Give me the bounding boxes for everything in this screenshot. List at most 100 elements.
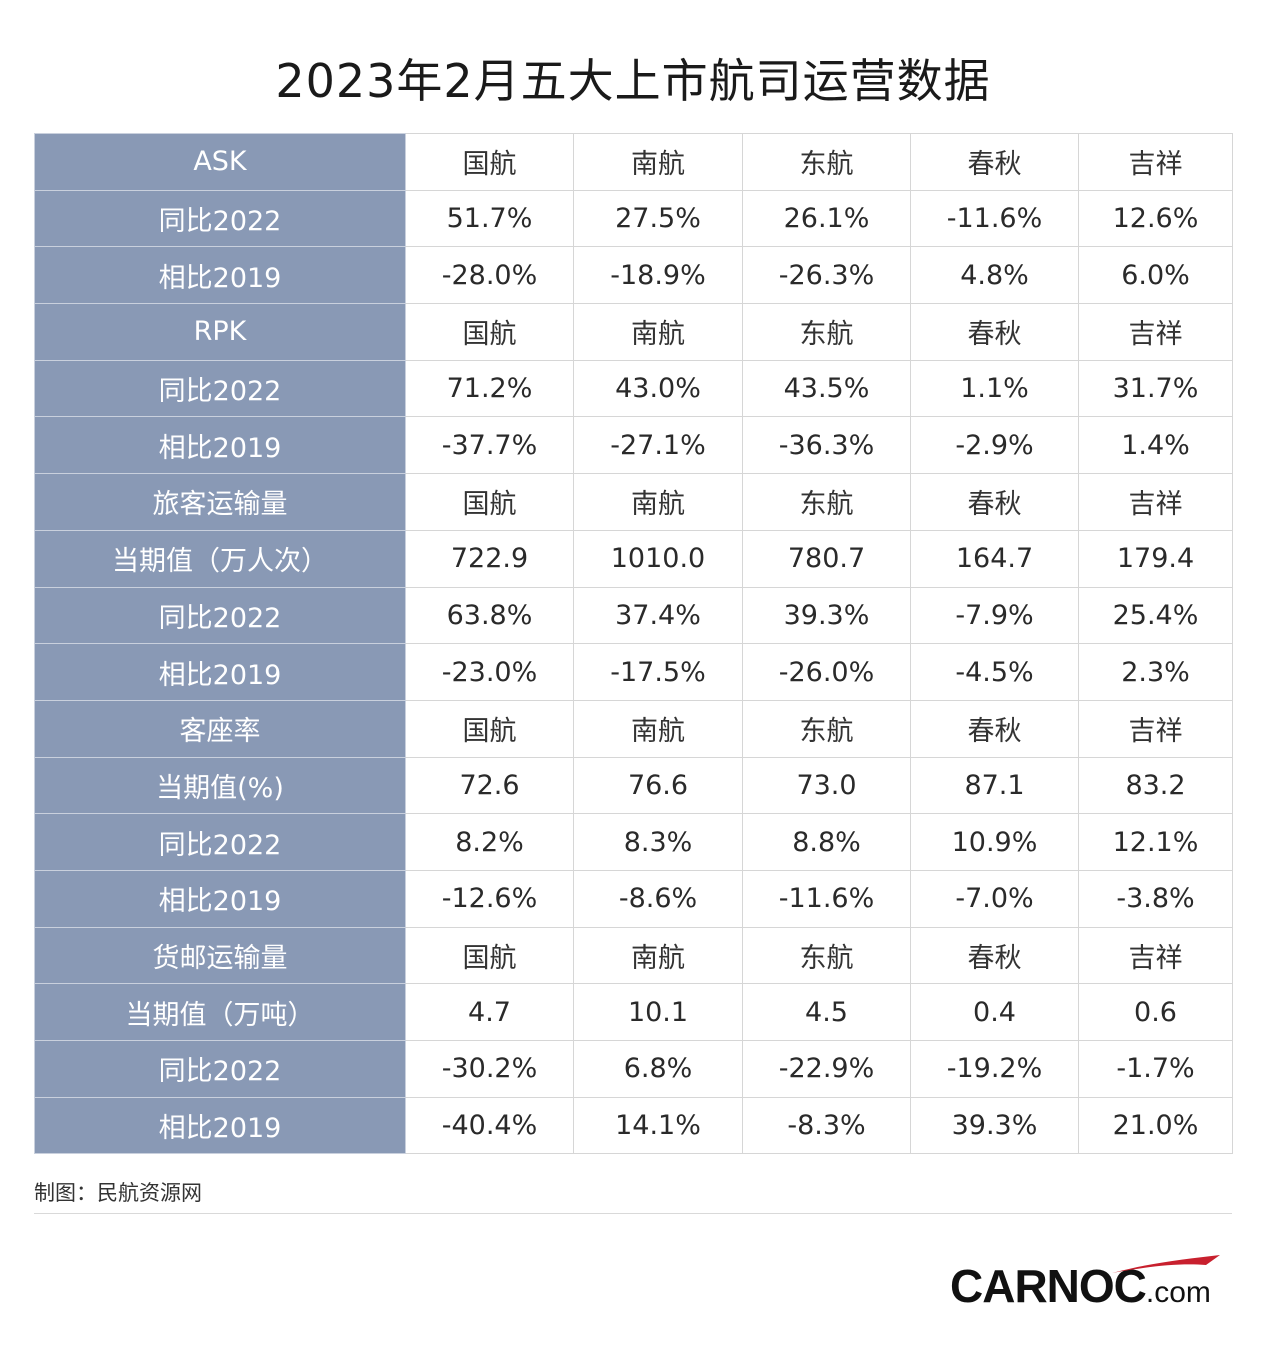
- table-row: 同比2022 63.8% 37.4% 39.3% -7.9% 25.4%: [34, 586, 1233, 645]
- value-cell: 8.3%: [573, 813, 743, 871]
- airline-header: 春秋: [910, 473, 1079, 531]
- airline-header: 东航: [742, 699, 911, 758]
- value-cell: 43.5%: [742, 359, 911, 418]
- value-cell: -1.7%: [1078, 1040, 1233, 1098]
- airline-header: 国航: [405, 473, 574, 531]
- row-label: 相比2019: [34, 246, 406, 305]
- value-cell: 87.1: [910, 756, 1079, 815]
- value-cell: 37.4%: [573, 586, 743, 645]
- airline-header: 南航: [573, 699, 743, 758]
- airline-header: 国航: [405, 133, 574, 191]
- value-cell: 0.6: [1078, 983, 1233, 1041]
- value-cell: 12.1%: [1078, 813, 1233, 871]
- value-cell: -22.9%: [742, 1040, 911, 1098]
- row-label: 同比2022: [34, 359, 406, 418]
- value-cell: 1.1%: [910, 359, 1079, 418]
- value-cell: 179.4: [1078, 529, 1233, 588]
- table-row: 相比2019 -28.0% -18.9% -26.3% 4.8% 6.0%: [34, 246, 1233, 305]
- value-cell: 6.8%: [573, 1040, 743, 1098]
- table-row: 同比2022 -30.2% 6.8% -22.9% -19.2% -1.7%: [34, 1040, 1233, 1098]
- logo-wordmark: CARNOC.com: [950, 1260, 1211, 1312]
- table-row: 相比2019 -23.0% -17.5% -26.0% -4.5% 2.3%: [34, 643, 1233, 701]
- value-cell: 83.2: [1078, 756, 1233, 815]
- value-cell: 51.7%: [405, 189, 574, 248]
- airline-header: 春秋: [910, 303, 1079, 361]
- value-cell: -40.4%: [405, 1096, 574, 1155]
- value-cell: -11.6%: [742, 869, 911, 928]
- airline-header: 东航: [742, 926, 911, 985]
- value-cell: 73.0: [742, 756, 911, 815]
- value-cell: -2.9%: [910, 416, 1079, 475]
- value-cell: 1010.0: [573, 529, 743, 588]
- value-cell: 21.0%: [1078, 1096, 1233, 1155]
- section-label: 货邮运输量: [34, 926, 406, 985]
- value-cell: -8.6%: [573, 869, 743, 928]
- table-row: 当期值(%) 72.6 76.6 73.0 87.1 83.2: [34, 756, 1233, 815]
- airline-header: 吉祥: [1078, 699, 1233, 758]
- section-header-row: 旅客运输量 国航 南航 东航 春秋 吉祥: [34, 473, 1233, 531]
- value-cell: -23.0%: [405, 643, 574, 701]
- airline-header: 吉祥: [1078, 473, 1233, 531]
- value-cell: 4.8%: [910, 246, 1079, 305]
- value-cell: 31.7%: [1078, 359, 1233, 418]
- value-cell: 6.0%: [1078, 246, 1233, 305]
- airline-header: 春秋: [910, 926, 1079, 985]
- table-row: 相比2019 -37.7% -27.1% -36.3% -2.9% 1.4%: [34, 416, 1233, 475]
- value-cell: 0.4: [910, 983, 1079, 1041]
- page-title: 2023年2月五大上市航司运营数据: [275, 54, 991, 108]
- value-cell: -30.2%: [405, 1040, 574, 1098]
- value-cell: 10.9%: [910, 813, 1079, 871]
- value-cell: 10.1: [573, 983, 743, 1041]
- row-label: 相比2019: [34, 1096, 406, 1155]
- row-label: 当期值（万吨）: [34, 983, 406, 1041]
- value-cell: -18.9%: [573, 246, 743, 305]
- value-cell: -36.3%: [742, 416, 911, 475]
- airline-header: 国航: [405, 926, 574, 985]
- value-cell: 26.1%: [742, 189, 911, 248]
- value-cell: -7.9%: [910, 586, 1079, 645]
- source-credit: 制图：民航资源网: [34, 1181, 202, 1205]
- value-cell: -26.0%: [742, 643, 911, 701]
- value-cell: 12.6%: [1078, 189, 1233, 248]
- value-cell: -26.3%: [742, 246, 911, 305]
- table-row: 相比2019 -40.4% 14.1% -8.3% 39.3% 21.0%: [34, 1096, 1233, 1155]
- value-cell: -12.6%: [405, 869, 574, 928]
- airline-header: 春秋: [910, 133, 1079, 191]
- section-label: ASK: [34, 133, 406, 191]
- row-label: 同比2022: [34, 586, 406, 645]
- value-cell: -28.0%: [405, 246, 574, 305]
- value-cell: 780.7: [742, 529, 911, 588]
- value-cell: 27.5%: [573, 189, 743, 248]
- airline-header: 南航: [573, 926, 743, 985]
- logo-swoosh-icon: [1112, 1255, 1220, 1273]
- divider: [34, 1213, 1232, 1214]
- value-cell: 76.6: [573, 756, 743, 815]
- table-row: 同比2022 71.2% 43.0% 43.5% 1.1% 31.7%: [34, 359, 1233, 418]
- value-cell: -19.2%: [910, 1040, 1079, 1098]
- table-row: 当期值（万人次） 722.9 1010.0 780.7 164.7 179.4: [34, 529, 1233, 588]
- airline-header: 南航: [573, 133, 743, 191]
- value-cell: 722.9: [405, 529, 574, 588]
- value-cell: 2.3%: [1078, 643, 1233, 701]
- value-cell: 63.8%: [405, 586, 574, 645]
- section-header-row: 客座率 国航 南航 东航 春秋 吉祥: [34, 699, 1233, 758]
- airline-header: 春秋: [910, 699, 1079, 758]
- value-cell: 43.0%: [573, 359, 743, 418]
- airline-header: 南航: [573, 473, 743, 531]
- value-cell: -4.5%: [910, 643, 1079, 701]
- table-row: 同比2022 51.7% 27.5% 26.1% -11.6% 12.6%: [34, 189, 1233, 248]
- carnoc-logo: CARNOC.com: [950, 1253, 1230, 1313]
- value-cell: -11.6%: [910, 189, 1079, 248]
- airline-header: 东航: [742, 303, 911, 361]
- row-label: 同比2022: [34, 1040, 406, 1098]
- row-label: 相比2019: [34, 869, 406, 928]
- value-cell: 8.2%: [405, 813, 574, 871]
- section-header-row: ASK 国航 南航 东航 春秋 吉祥: [34, 133, 1233, 191]
- section-label: 客座率: [34, 699, 406, 758]
- value-cell: 39.3%: [742, 586, 911, 645]
- value-cell: 4.5: [742, 983, 911, 1041]
- table-row: 相比2019 -12.6% -8.6% -11.6% -7.0% -3.8%: [34, 869, 1233, 928]
- row-label: 当期值（万人次）: [34, 529, 406, 588]
- row-label: 同比2022: [34, 189, 406, 248]
- value-cell: 164.7: [910, 529, 1079, 588]
